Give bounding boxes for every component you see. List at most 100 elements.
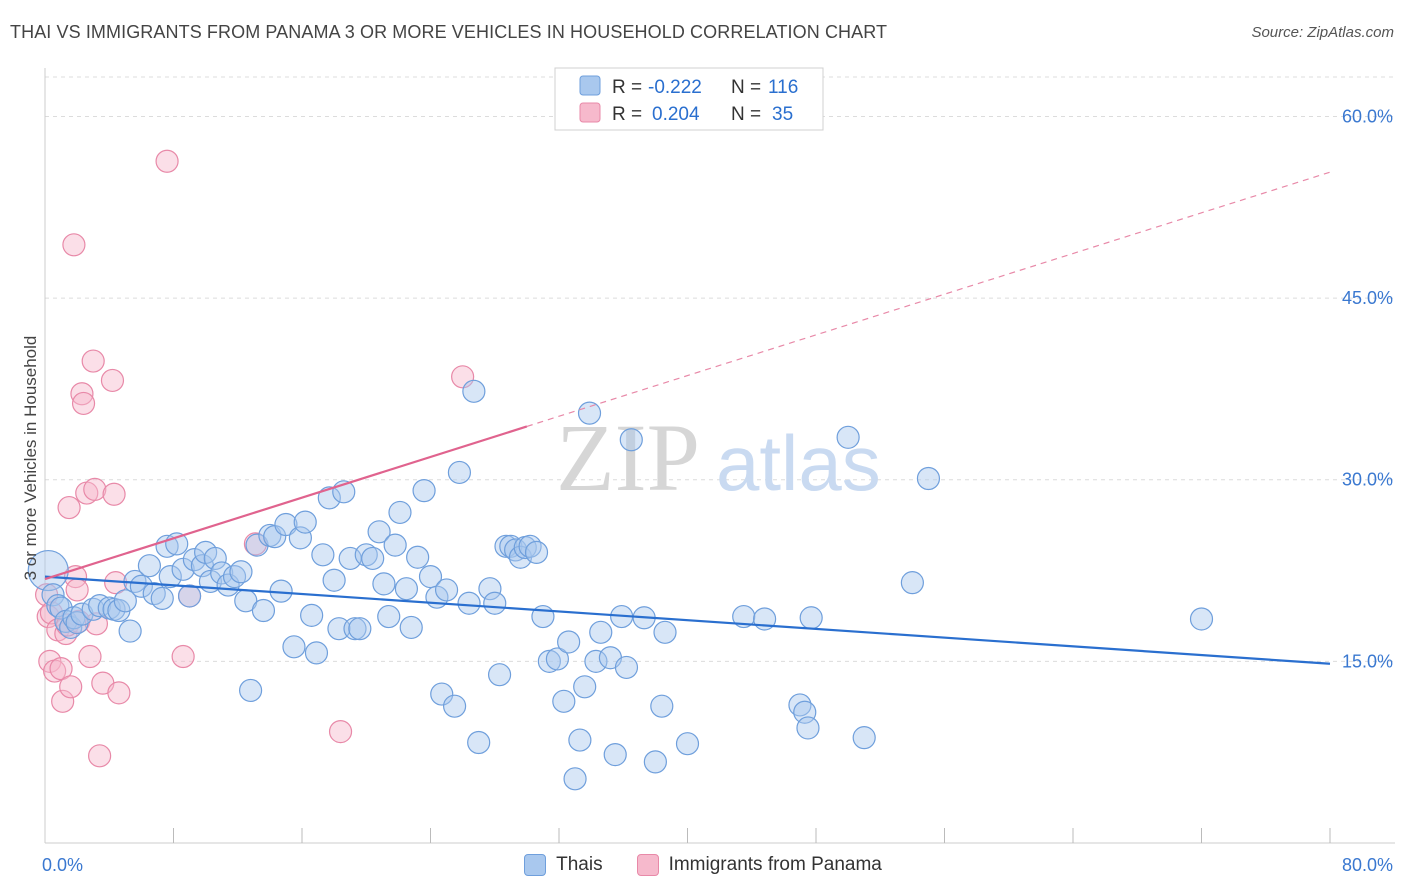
- data-point-thais: [406, 545, 430, 569]
- stats-r-value-panama: 0.204: [652, 104, 700, 125]
- stats-n-label-thais: N =: [731, 77, 761, 98]
- stats-legend: R = -0.222 N = 116 R = 0.204 N = 35: [554, 67, 824, 131]
- data-point-thais: [137, 554, 162, 578]
- data-point-panama: [78, 644, 102, 669]
- data-point-thais: [293, 510, 317, 534]
- data-point-thais: [118, 619, 142, 643]
- data-point-thais: [300, 603, 324, 627]
- legend-label-thais: Thais: [556, 854, 603, 875]
- data-point-thais: [430, 682, 454, 706]
- data-point-thais: [836, 425, 860, 449]
- data-point-panama: [155, 149, 179, 173]
- legend-item-panama[interactable]: Immigrants from Panama: [636, 854, 882, 876]
- data-point-thais: [239, 678, 263, 703]
- data-point-thais: [584, 649, 608, 673]
- data-point-thais: [653, 620, 677, 644]
- data-point-thais: [577, 401, 602, 425]
- data-point-thais: [129, 574, 153, 598]
- legend-swatch-thais-bottom: [524, 854, 547, 876]
- data-point-thais: [377, 604, 401, 629]
- data-point-thais: [304, 641, 329, 665]
- data-point-thais: [552, 689, 576, 713]
- series-thais-points: [27, 379, 1214, 791]
- y-tick-label: 45.0%: [1342, 288, 1393, 308]
- watermark-atlas: atlas: [716, 419, 881, 507]
- series-panama-points: [35, 149, 475, 768]
- watermark: ZIP atlas: [556, 404, 881, 511]
- stats-r-value-thais: -0.222: [648, 77, 702, 98]
- data-point-thais: [537, 649, 561, 673]
- data-point-panama: [62, 233, 86, 257]
- y-axis-label: 3 or more Vehicles in Household: [21, 336, 40, 581]
- data-point-panama: [171, 644, 195, 669]
- data-point-panama: [328, 719, 353, 744]
- data-point-thais: [394, 577, 419, 601]
- stats-r-label-panama: R =: [612, 104, 642, 125]
- trend-line-panama-extension: [526, 171, 1331, 428]
- data-point-panama: [70, 382, 94, 406]
- tick-labels: 15.0% 30.0% 45.0% 60.0% 0.0% 80.0%: [42, 106, 1393, 875]
- data-point-thais: [462, 379, 486, 403]
- legend-swatch-panama-bottom: [636, 854, 659, 876]
- watermark-zip: ZIP: [556, 404, 700, 511]
- data-point-thais: [388, 500, 412, 525]
- stats-n-value-panama: 35: [772, 104, 793, 125]
- data-point-thais: [367, 520, 391, 544]
- data-point-thais: [603, 743, 627, 767]
- data-point-thais: [589, 620, 613, 644]
- legend-swatch-panama: [579, 102, 601, 123]
- data-point-thais: [447, 460, 472, 485]
- x-tick-label: 80.0%: [1342, 855, 1393, 875]
- data-point-panama: [71, 391, 96, 416]
- data-point-thais: [732, 604, 756, 629]
- data-point-thais: [675, 732, 700, 756]
- y-tick-label: 30.0%: [1342, 470, 1393, 490]
- stats-r-label-thais: R =: [612, 77, 642, 98]
- data-point-thais: [182, 548, 206, 572]
- data-point-panama: [51, 689, 75, 713]
- data-point-thais: [348, 617, 372, 641]
- data-point-thais: [900, 571, 924, 595]
- data-point-thais: [311, 543, 335, 567]
- trend-line-thais: [44, 575, 1331, 665]
- data-point-thais: [545, 647, 569, 671]
- trend-lines: [44, 171, 1331, 665]
- y-tick-label: 15.0%: [1342, 651, 1393, 671]
- data-point-thais: [412, 479, 436, 503]
- legend-item-thais[interactable]: Thais: [524, 854, 603, 876]
- data-point-thais: [383, 533, 407, 557]
- data-point-thais: [354, 543, 378, 567]
- stats-n-label-panama: N =: [731, 104, 761, 125]
- data-point-thais: [1189, 607, 1214, 631]
- data-point-thais: [619, 428, 643, 452]
- x-tick-label: 0.0%: [42, 855, 83, 875]
- data-point-thais: [483, 591, 507, 615]
- data-point-thais: [916, 466, 941, 491]
- data-point-thais: [343, 617, 367, 641]
- data-point-thais: [650, 694, 674, 718]
- data-point-thais: [799, 606, 823, 630]
- data-point-thais: [796, 716, 820, 740]
- data-point-thais: [155, 534, 179, 558]
- trend-line-panama: [44, 425, 528, 581]
- data-point-thais: [614, 655, 639, 680]
- legend-label-panama: Immigrants from Panama: [668, 854, 882, 875]
- data-point-thais: [399, 615, 423, 640]
- data-point-thais: [158, 564, 182, 589]
- data-point-thais: [251, 598, 276, 623]
- data-point-panama: [102, 482, 126, 506]
- data-point-thais: [643, 750, 667, 774]
- axes: [44, 68, 1395, 844]
- data-point-panama: [57, 495, 81, 520]
- data-point-thais: [327, 617, 351, 641]
- data-point-thais: [457, 591, 481, 615]
- legend-swatch-thais: [579, 75, 601, 96]
- data-point-thais: [524, 540, 549, 564]
- data-point-thais: [203, 546, 227, 571]
- data-point-thais: [467, 730, 491, 755]
- data-point-thais: [361, 546, 385, 571]
- data-point-panama: [84, 612, 109, 636]
- data-point-thais: [113, 589, 137, 613]
- data-point-thais: [88, 594, 112, 618]
